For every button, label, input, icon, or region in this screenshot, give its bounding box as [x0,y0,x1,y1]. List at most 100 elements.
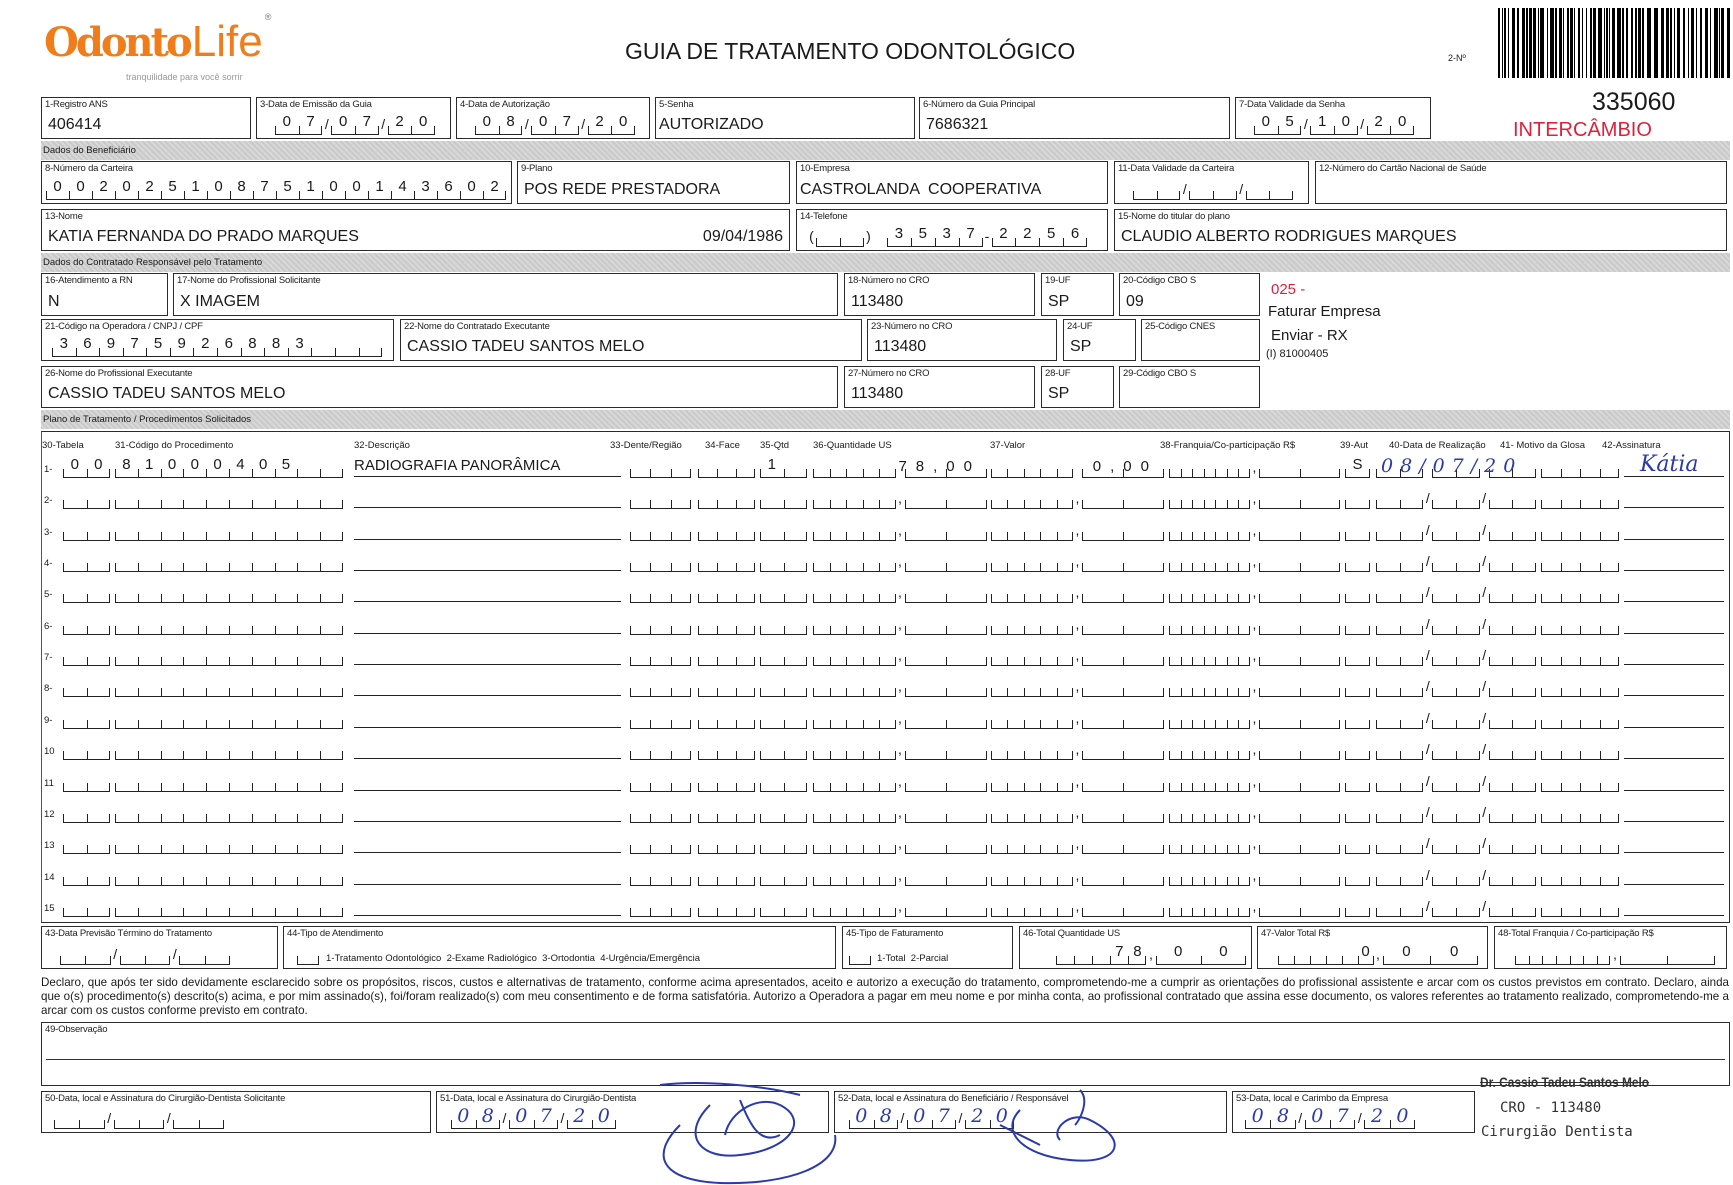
procedure-assinatura-line[interactable] [1624,707,1724,728]
procedure-franquia-cell[interactable]: , [1169,675,1340,698]
procedure-data-cell[interactable]: / / [1376,770,1536,792]
procedure-assinatura-line[interactable] [1624,519,1724,540]
procedure-assinatura-line[interactable] [1624,801,1724,822]
procedure-dente-cell[interactable] [630,675,692,698]
procedure-franquia-cell[interactable]: , [1169,487,1340,510]
procedure-tabela-cell[interactable] [63,801,110,823]
procedure-qtd-cell[interactable] [760,487,807,510]
procedure-valor-cell[interactable]: , [991,581,1164,604]
procedure-face-cell[interactable] [698,707,755,729]
procedure-codigo-cell[interactable] [115,675,343,698]
carimbo-empresa-date[interactable]: 0 8/0 7/2 0 [1245,1106,1416,1129]
procedure-data-cell[interactable]: / / [1376,864,1536,886]
procedure-glosa-cell[interactable] [1541,613,1619,635]
procedure-tabela-cell[interactable] [63,487,110,510]
procedure-aut-cell[interactable] [1345,707,1370,729]
procedure-dente-cell[interactable] [630,707,692,729]
procedure-qtd-cell[interactable] [760,581,807,604]
procedure-franquia-cell[interactable]: , [1169,832,1340,855]
procedure-codigo-cell[interactable] [115,487,343,510]
procedure-face-cell[interactable] [698,801,755,823]
procedure-codigo-cell[interactable] [115,801,343,823]
procedure-assinatura-line[interactable] [1624,456,1724,477]
procedure-dente-cell[interactable] [630,487,692,510]
procedure-glosa-cell[interactable] [1541,550,1619,573]
procedure-dente-cell[interactable] [630,864,692,886]
procedure-glosa-cell[interactable] [1541,456,1619,478]
procedure-glosa-cell[interactable] [1541,644,1619,667]
procedure-face-cell[interactable] [698,456,755,478]
procedure-dente-cell[interactable] [630,895,692,917]
procedure-qtd-us-cell[interactable]: , [813,832,988,855]
procedure-glosa-cell[interactable] [1541,738,1619,761]
procedure-aut-cell[interactable] [1345,864,1370,886]
procedure-qtd-us-cell[interactable] [813,456,988,478]
procedure-tabela-cell[interactable] [63,832,110,855]
procedure-aut-cell[interactable] [1345,801,1370,823]
procedure-dente-cell[interactable] [630,644,692,667]
procedure-face-cell[interactable] [698,550,755,573]
procedure-data-cell[interactable]: / / [1376,487,1536,510]
procedure-glosa-cell[interactable] [1541,770,1619,792]
procedure-qtd-cell[interactable] [760,707,807,729]
field-observacao[interactable]: 49-Observação [41,1022,1730,1086]
procedure-face-cell[interactable] [698,644,755,667]
procedure-franquia-cell[interactable]: , [1169,644,1340,667]
procedure-tabela-cell[interactable] [63,519,110,541]
procedure-aut-cell[interactable] [1345,487,1370,510]
procedure-assinatura-line[interactable] [1624,738,1724,760]
procedure-aut-cell[interactable] [1345,770,1370,792]
assinatura-solicitante-date[interactable]: / / [54,1107,225,1129]
procedure-franquia-cell[interactable]: , [1169,770,1340,792]
data-emissao-value[interactable]: 0 7/0 7/2 0 [275,113,435,135]
procedure-valor-cell[interactable]: , [991,801,1164,823]
procedure-descricao-cell[interactable]: RADIOGRAFIA PANORÂMICA [354,456,621,477]
procedure-franquia-cell[interactable]: , [1169,581,1340,604]
tipo-atendimento-value[interactable] [297,943,319,965]
procedure-data-cell[interactable]: / / [1376,613,1536,635]
procedure-dente-cell[interactable] [630,738,692,761]
procedure-valor-cell[interactable]: , [991,895,1164,917]
procedure-franquia-cell[interactable]: , [1169,864,1340,886]
procedure-dente-cell[interactable] [630,581,692,604]
procedure-codigo-cell[interactable] [115,770,343,792]
procedure-data-cell[interactable]: / / [1376,801,1536,823]
procedure-valor-cell[interactable]: , [991,613,1164,635]
procedure-tabela-cell[interactable] [63,738,110,761]
procedure-dente-cell[interactable] [630,832,692,855]
procedure-assinatura-line[interactable] [1624,895,1724,916]
procedure-tabela-cell[interactable] [63,770,110,792]
procedure-descricao-cell[interactable] [354,581,621,603]
procedure-aut-cell[interactable] [1345,832,1370,855]
procedure-codigo-cell[interactable] [115,864,343,886]
procedure-qtd-cell[interactable] [760,550,807,573]
procedure-descricao-cell[interactable] [354,675,621,697]
procedure-qtd-cell[interactable] [760,613,807,635]
procedure-qtd-cell[interactable] [760,519,807,541]
procedure-valor-cell[interactable]: , [991,675,1164,698]
procedure-codigo-cell[interactable] [115,644,343,667]
procedure-descricao-cell[interactable] [354,707,621,728]
procedure-qtd-cell[interactable]: 1 [760,456,807,478]
procedure-codigo-cell[interactable] [115,738,343,761]
procedure-data-cell[interactable]: / / [1376,707,1536,729]
procedure-face-cell[interactable] [698,864,755,886]
procedure-data-cell[interactable]: / / [1376,895,1536,917]
procedure-data-cell[interactable]: / / [1376,644,1536,667]
procedure-qtd-us-cell[interactable]: , [813,801,988,823]
total-franquia-value[interactable]: , [1515,943,1715,965]
procedure-valor-cell[interactable]: , [991,644,1164,667]
procedure-qtd-us-cell[interactable]: , [813,581,988,604]
procedure-valor-cell[interactable]: , [991,738,1164,761]
procedure-qtd-cell[interactable] [760,864,807,886]
procedure-dente-cell[interactable] [630,550,692,573]
procedure-face-cell[interactable] [698,519,755,541]
tipo-faturamento-value[interactable] [849,943,871,965]
procedure-codigo-cell[interactable] [115,550,343,573]
procedure-face-cell[interactable] [698,675,755,698]
procedure-codigo-cell[interactable] [115,613,343,635]
procedure-glosa-cell[interactable] [1541,581,1619,604]
